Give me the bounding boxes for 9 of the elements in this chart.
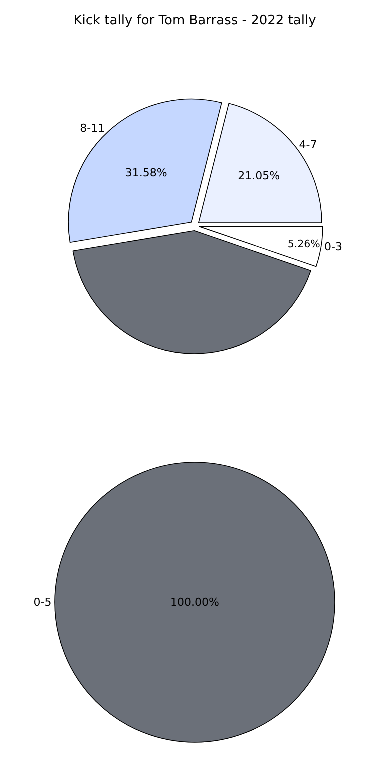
data-label: 21.05%: [238, 170, 280, 183]
slice-label: 8-11: [80, 122, 106, 135]
chart-title: Kick tally for Tom Barrass - 2022 tally: [74, 14, 317, 29]
data-label: 31.58%: [125, 166, 168, 180]
slice-label: 0-5: [34, 596, 52, 609]
slice-label: 0-3: [324, 240, 342, 254]
data-label: 100.00%: [170, 596, 220, 609]
slice-label: 4-7: [299, 138, 318, 152]
data-label: 5.26%: [288, 238, 321, 250]
